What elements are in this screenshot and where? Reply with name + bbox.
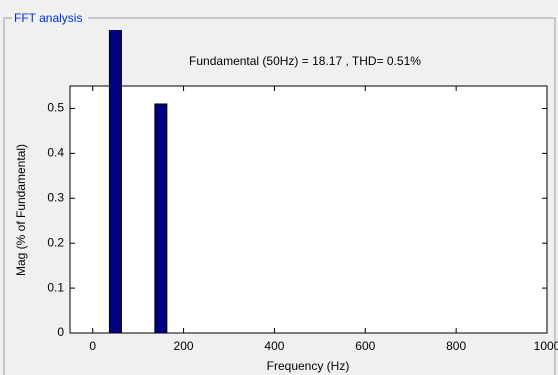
bar [154, 103, 168, 334]
x-tick-label: 400 [264, 339, 284, 353]
y-tick-label: 0.4 [47, 146, 64, 160]
panel-border [3, 17, 556, 375]
y-tick-label: 0.1 [47, 280, 64, 294]
y-tick-label: 0.5 [47, 101, 64, 115]
y-tick-label: 0 [57, 325, 64, 339]
panel-title: FFT analysis [14, 11, 82, 25]
axes-box [69, 85, 548, 334]
x-tick-label: 600 [355, 339, 375, 353]
bars [108, 30, 168, 334]
x-tick-label: 1000 [534, 339, 558, 353]
bar [108, 30, 122, 334]
y-tick-label: 0.3 [47, 190, 64, 204]
annotation: Fundamental (50Hz) = 18.17 , THD= 0.51% [189, 54, 421, 68]
x-tick-label: 200 [174, 339, 194, 353]
x-tick-label: 0 [89, 339, 96, 353]
x-axis-label: Frequency (Hz) [267, 359, 350, 373]
y-tick-label: 0.2 [47, 235, 64, 249]
y-axis-label: Mag (% of Fundamental) [14, 144, 28, 276]
panel-title-bg [12, 10, 88, 26]
x-tick-label: 800 [446, 339, 466, 353]
